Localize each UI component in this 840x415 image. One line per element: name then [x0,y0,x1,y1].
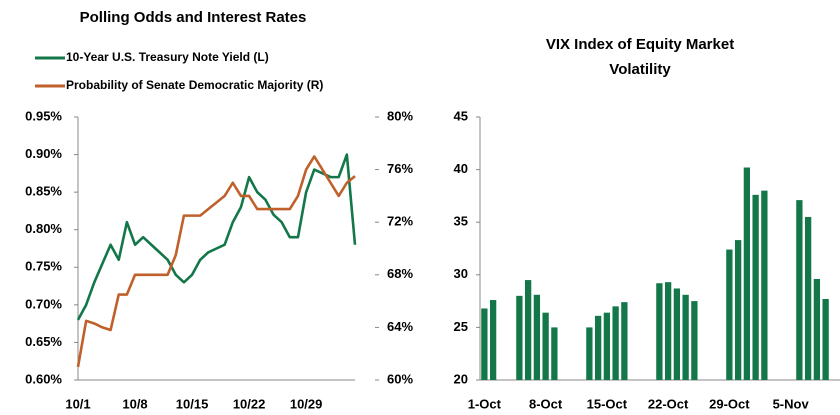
chart-title: Polling Odds and Interest Rates [80,9,307,26]
x-tick-label: 5-Nov [773,396,810,411]
y2-tick-label: 60% [387,371,413,386]
y2-tick-label: 68% [387,266,413,281]
bar [551,327,558,380]
y-tick-label: 0.75% [25,259,62,274]
bar [524,280,532,380]
bar [743,167,751,380]
y2-tick-label: 72% [387,214,413,229]
bar [516,295,523,380]
chart-title: Volatility [609,61,671,78]
x-tick-label: 10/8 [122,396,147,411]
bar [682,294,689,380]
y-tick-label: 40 [454,161,468,176]
bar [489,300,497,380]
bar [542,312,549,380]
bar [796,200,803,380]
x-tick-label: 8-Oct [529,396,563,411]
y2-tick-label: 76% [387,161,413,176]
x-tick-label: 29-Oct [709,396,750,411]
bar [726,249,733,380]
bar [804,216,812,380]
bar [752,194,759,380]
x-tick-label: 10/15 [176,396,209,411]
x-tick-label: 10/29 [290,396,323,411]
y-tick-label: 35 [454,214,468,229]
y-tick-label: 25 [454,319,468,334]
x-tick-label: 22-Oct [648,396,689,411]
x-tick-label: 15-Oct [587,396,628,411]
y-tick-label: 0.60% [25,371,62,386]
y-tick-label: 0.95% [25,108,62,123]
legend-label: 10-Year U.S. Treasury Note Yield (L) [66,50,269,64]
bar [734,240,742,380]
y2-tick-label: 80% [387,108,413,123]
bar [813,279,821,380]
chart-title: VIX Index of Equity Market [546,36,734,53]
y-tick-label: 0.85% [25,184,62,199]
y-tick-label: 0.90% [25,146,62,161]
bar [603,312,611,380]
y-tick-label: 45 [454,108,468,123]
bar [761,190,768,380]
x-tick-label: 1-Oct [468,396,502,411]
bar [621,302,628,380]
bar [822,298,829,380]
y-tick-label: 20 [454,371,468,386]
bar [594,315,602,380]
bar [586,327,593,380]
bar [612,306,619,380]
legend-label: Probability of Senate Democratic Majorit… [66,78,323,92]
line-series [76,155,356,368]
bar [656,283,663,380]
y-tick-label: 0.80% [25,221,62,236]
x-tick-label: 10/22 [233,396,266,411]
bar [673,288,681,380]
x-tick-label: 10/1 [65,396,90,411]
bar [691,301,698,380]
y2-tick-label: 64% [387,319,413,334]
bar [481,308,488,380]
bar [533,294,541,380]
y-tick-label: 0.65% [25,334,62,349]
line-series [76,153,357,321]
y-tick-label: 0.70% [25,296,62,311]
bar [664,282,672,380]
y-tick-label: 30 [454,266,468,281]
